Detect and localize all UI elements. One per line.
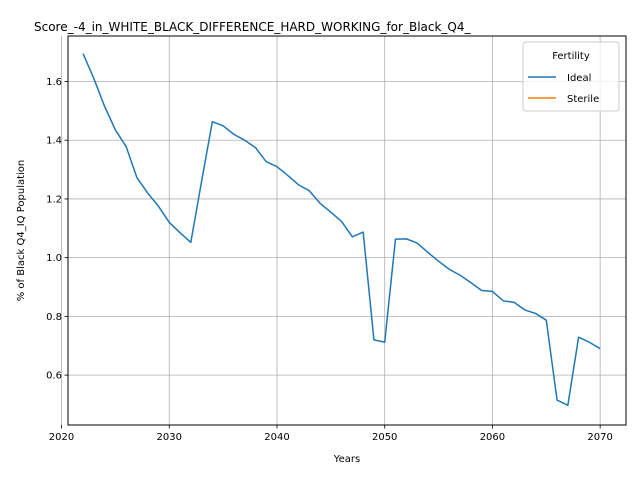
x-tick-label: 2040 xyxy=(264,432,289,443)
y-axis: 0.6 0.8 1.0 1.2 1.4 1.6 xyxy=(46,77,68,382)
series-line-ideal xyxy=(82,53,601,407)
x-tick-label: 2050 xyxy=(372,432,397,443)
legend-items: Ideal Sterile xyxy=(528,73,599,105)
legend-title: Fertility xyxy=(552,51,590,62)
y-tick-label: 1.4 xyxy=(46,136,62,147)
x-tick-label: 2060 xyxy=(480,432,505,443)
y-tick-label: 0.6 xyxy=(46,371,62,382)
y-tick-label: 0.8 xyxy=(46,312,62,323)
chart-title: Score_-4_in_WHITE_BLACK_DIFFERENCE_HARD_… xyxy=(34,20,472,34)
y-tick-label: 1.0 xyxy=(46,253,62,264)
axes-frame xyxy=(67,35,627,426)
legend-label-sterile: Sterile xyxy=(567,94,599,105)
x-axis: 2020 2030 2040 2050 2060 2070 xyxy=(49,425,613,443)
legend-label-ideal: Ideal xyxy=(567,73,591,84)
series-layer xyxy=(82,53,601,407)
y-tick-label: 1.6 xyxy=(46,77,62,88)
y-tick-label: 1.2 xyxy=(46,194,62,205)
x-axis-label: Years xyxy=(333,454,360,465)
x-tick-label: 2020 xyxy=(49,432,74,443)
x-tick-label: 2070 xyxy=(587,432,612,443)
legend: Fertility Ideal Sterile xyxy=(522,41,620,112)
x-tick-label: 2030 xyxy=(157,432,182,443)
legend-box xyxy=(522,41,620,112)
y-axis-label: % of Black Q4_IQ Population xyxy=(16,160,27,302)
